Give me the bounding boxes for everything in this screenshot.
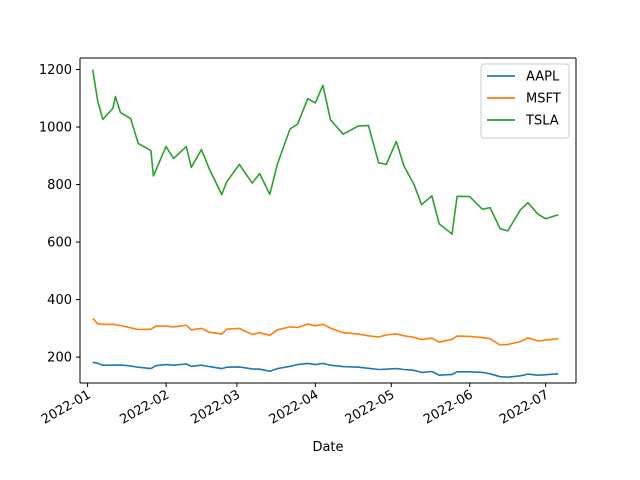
y-tick-label: 1000 [39, 121, 72, 136]
series-line-tsla [91, 69, 559, 235]
y-axis: 200 400 600 800 1000 1200 [39, 63, 80, 366]
y-tick-label: 200 [47, 351, 72, 366]
series-layer [91, 69, 559, 378]
legend-label-tsla: TSLA [525, 114, 559, 129]
legend-label-msft: MSFT [526, 92, 561, 107]
y-tick-label: 1200 [39, 63, 72, 78]
y-tick-label: 600 [47, 236, 72, 251]
series-line-aapl [92, 361, 559, 378]
y-tick-label: 400 [47, 293, 72, 308]
y-tick-label: 800 [47, 178, 72, 193]
x-axis-label: Date [312, 440, 343, 455]
axes-frame [79, 57, 577, 384]
legend: AAPL MSFT TSLA [480, 63, 570, 139]
series-line-msft [92, 317, 559, 346]
legend-label-aapl: AAPL [526, 70, 560, 85]
